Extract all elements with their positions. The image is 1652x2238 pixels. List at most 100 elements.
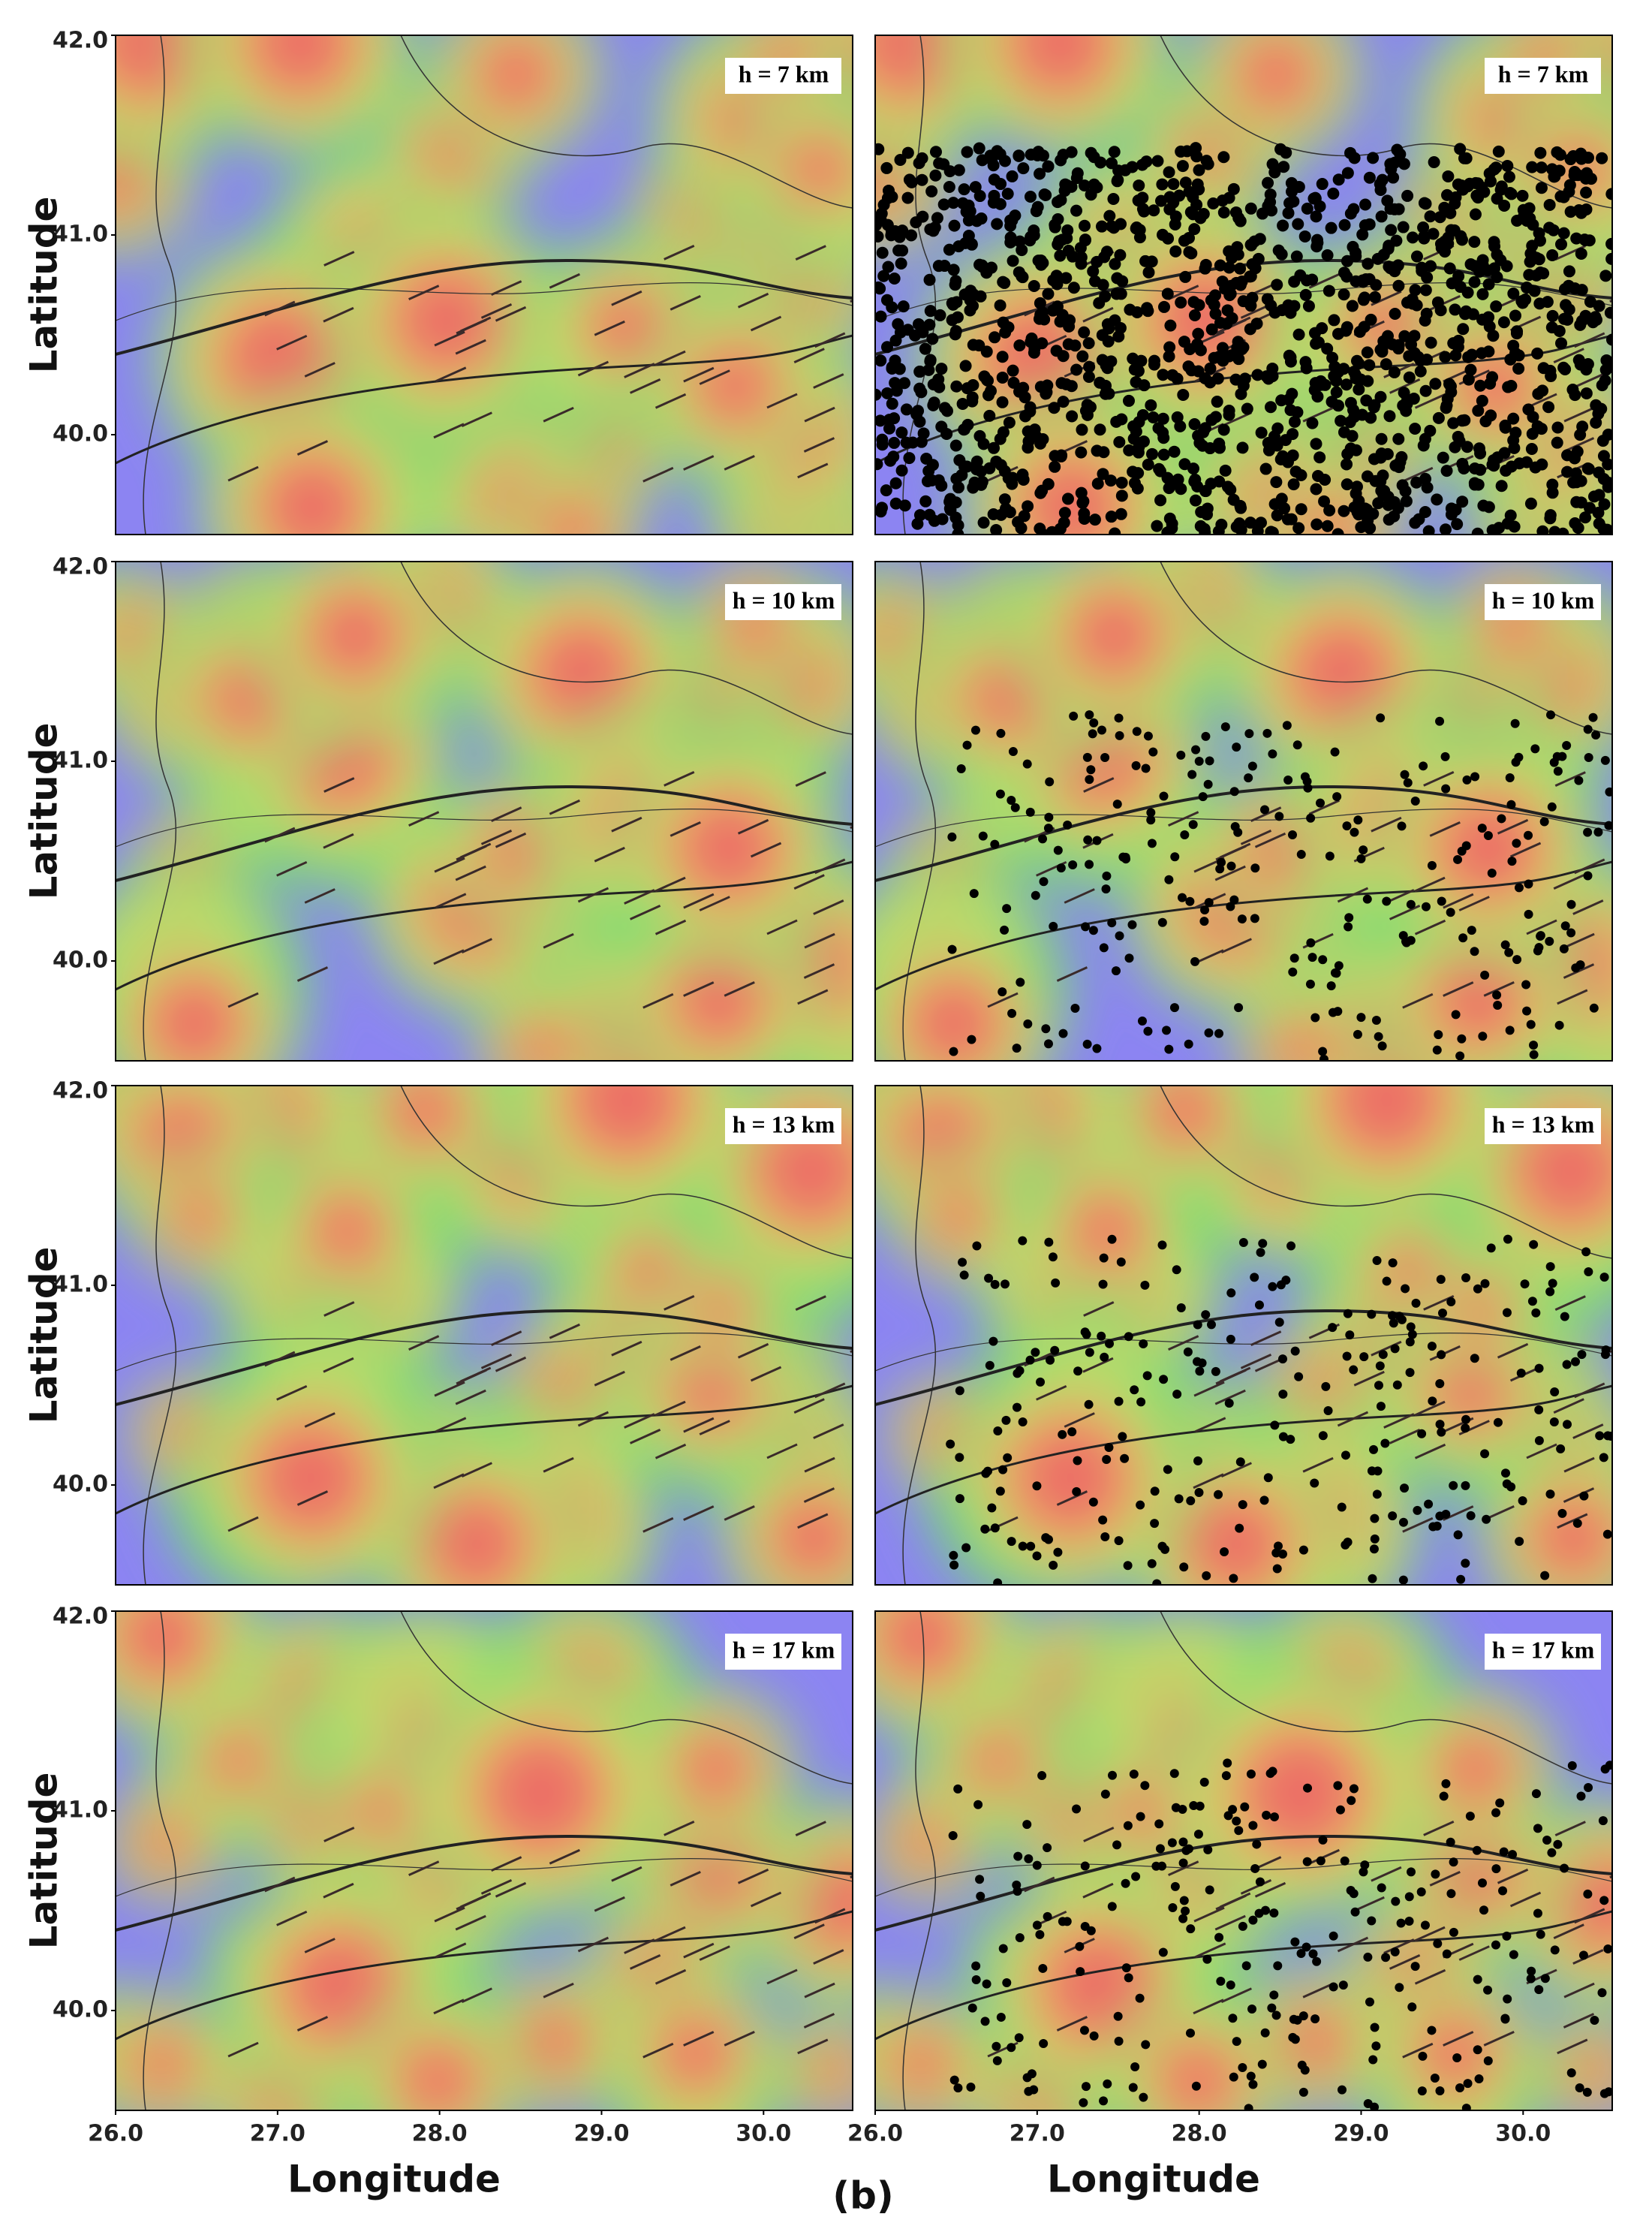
earthquake — [1088, 514, 1101, 526]
earthquake — [1531, 347, 1544, 360]
earthquake — [1229, 1574, 1238, 1583]
earthquake — [1500, 1468, 1510, 1478]
earthquake — [1051, 300, 1064, 313]
earthquake — [1524, 909, 1533, 919]
earthquake — [1294, 1372, 1304, 1381]
fault-segment — [611, 290, 642, 306]
earthquake — [1127, 432, 1140, 445]
earthquake — [1392, 279, 1405, 292]
earthquake — [1307, 953, 1317, 962]
earthquake — [1401, 189, 1414, 202]
fault-segment — [1056, 966, 1088, 982]
earthquake — [1018, 1236, 1028, 1246]
earthquake — [1511, 758, 1521, 767]
fault-segment — [1195, 1417, 1226, 1433]
earthquake — [1507, 412, 1520, 425]
earthquake — [1244, 2104, 1253, 2110]
earthquake — [995, 789, 1005, 799]
earthquake — [1521, 980, 1531, 989]
earthquake — [1488, 163, 1500, 176]
earthquake — [1188, 223, 1201, 236]
earthquake — [880, 484, 892, 497]
earthquake — [1376, 1402, 1386, 1411]
earthquake — [1417, 221, 1430, 233]
earthquake — [1461, 286, 1474, 299]
earthquake — [1563, 185, 1575, 198]
earthquake — [1069, 711, 1079, 721]
earthquake — [1546, 710, 1556, 720]
earthquake — [1012, 1402, 1022, 1412]
earthquake — [1227, 182, 1240, 195]
fault — [875, 1384, 1612, 1515]
earthquake — [1449, 191, 1462, 203]
earthquake — [1504, 947, 1514, 957]
earthquake — [1189, 494, 1202, 507]
earthquake — [1083, 835, 1093, 845]
earthquake — [1599, 1273, 1609, 1282]
fault-segment — [1553, 1398, 1584, 1414]
earthquake — [1058, 517, 1070, 529]
earthquake — [1057, 350, 1070, 363]
earthquake — [995, 1486, 1005, 1496]
earthquake — [1406, 1322, 1416, 1332]
earthquake — [982, 1979, 992, 1989]
earthquake — [1177, 388, 1190, 401]
earthquake — [1344, 913, 1354, 923]
earthquake — [900, 403, 913, 416]
earthquake — [1031, 890, 1040, 900]
earthquake — [1472, 1845, 1482, 1855]
earthquake — [1486, 524, 1499, 535]
earthquake — [1163, 1465, 1172, 1474]
earthquake — [1104, 1442, 1114, 1452]
y-tick-label: 41.0 — [53, 221, 108, 248]
earthquake — [1127, 352, 1139, 365]
earthquake — [1583, 234, 1596, 247]
earthquake — [996, 728, 1006, 738]
heat-core — [1315, 1086, 1458, 1171]
earthquake — [1234, 499, 1247, 512]
earthquake — [1433, 1938, 1443, 1948]
earthquake — [1541, 296, 1554, 309]
coastline — [400, 562, 853, 735]
fault-segment — [1250, 806, 1282, 822]
earthquake — [952, 164, 965, 176]
earthquake — [1549, 1417, 1559, 1427]
earthquake — [894, 154, 907, 167]
earthquake — [1409, 423, 1422, 435]
earthquake — [1392, 203, 1405, 215]
earthquake — [1088, 151, 1100, 164]
earthquake — [1300, 362, 1313, 375]
earthquake — [1133, 224, 1146, 236]
fault-segment — [1554, 771, 1586, 788]
earthquake — [1094, 376, 1106, 389]
earthquake — [1335, 1805, 1345, 1815]
earthquake — [1370, 1514, 1380, 1523]
fault-segment — [1215, 1894, 1247, 1911]
earthquake — [1277, 161, 1290, 173]
earthquake — [1017, 162, 1030, 175]
earthquake — [1437, 1427, 1446, 1437]
earthquake — [1138, 205, 1151, 218]
earthquake — [1524, 212, 1536, 224]
earthquake — [1095, 220, 1108, 233]
earthquake — [1155, 1844, 1165, 1854]
earthquake — [1003, 416, 1016, 429]
earthquake — [1301, 202, 1313, 215]
earthquake — [1522, 1006, 1532, 1016]
fault-segment — [594, 846, 625, 863]
fault-segment — [433, 423, 465, 439]
earthquake — [1148, 358, 1160, 371]
earthquake — [1427, 860, 1437, 870]
earthquake — [1381, 1953, 1391, 1962]
earthquake — [1037, 1771, 1047, 1781]
earthquake — [1046, 526, 1058, 535]
earthquake — [1535, 423, 1548, 435]
earthquake — [1395, 1312, 1404, 1321]
y-axis-title: Latitude — [23, 197, 66, 374]
fault-segment — [323, 1827, 355, 1842]
earthquake — [1349, 1365, 1359, 1375]
fault-segment — [549, 799, 580, 815]
heat-core — [1029, 1917, 1169, 2056]
earthquake — [961, 460, 973, 473]
earthquake — [1290, 1346, 1300, 1356]
